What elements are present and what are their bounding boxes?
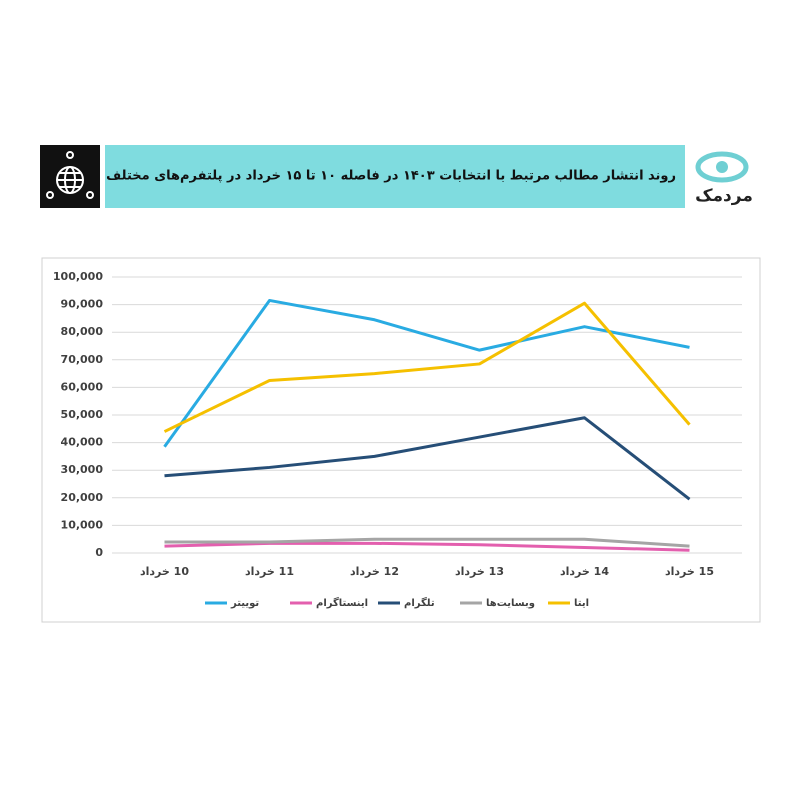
y-tick-label: 0: [95, 546, 103, 559]
brand: مردمک: [695, 186, 753, 206]
legend-label: وبسایت‌ها: [486, 598, 535, 609]
y-tick-label: 60,000: [61, 380, 104, 393]
y-tick-label: 30,000: [61, 463, 104, 476]
globe-icon: [46, 151, 94, 199]
series-line: [163, 298, 690, 448]
y-tick-label: 80,000: [61, 325, 104, 338]
chart-title: روند انتشار مطالب مرتبط با انتخابات ۱۴۰۳…: [106, 169, 676, 184]
chart-frame: [41, 257, 761, 623]
y-tick-label: 10,000: [61, 518, 104, 531]
y-tick-label: 20,000: [61, 491, 104, 504]
title-banner: [105, 145, 685, 208]
series-line: [164, 416, 691, 501]
x-tick-label: 11 خرداد: [245, 565, 294, 578]
x-tick-label: 12 خرداد: [350, 565, 399, 578]
x-tick-label: 14 خرداد: [560, 565, 609, 578]
y-tick-label: 40,000: [61, 436, 104, 449]
legend-label: ایتا: [574, 598, 589, 609]
series-line: [164, 541, 690, 552]
series-line: [164, 537, 690, 548]
legend-label: تلگرام: [404, 596, 435, 609]
y-tick-label: 90,000: [61, 298, 104, 311]
y-tick-label: 100,000: [53, 270, 103, 283]
x-tick-label: 15 خرداد: [665, 565, 714, 578]
series-line: [163, 301, 691, 433]
legend-label: اینستاگرام: [316, 596, 368, 609]
x-tick-label: 13 خرداد: [455, 565, 504, 578]
y-tick-label: 50,000: [61, 408, 104, 421]
logo: [695, 151, 749, 183]
y-tick-label: 70,000: [61, 353, 104, 366]
legend-label: توییتر: [230, 598, 259, 609]
x-tick-label: 10 خرداد: [140, 565, 189, 578]
